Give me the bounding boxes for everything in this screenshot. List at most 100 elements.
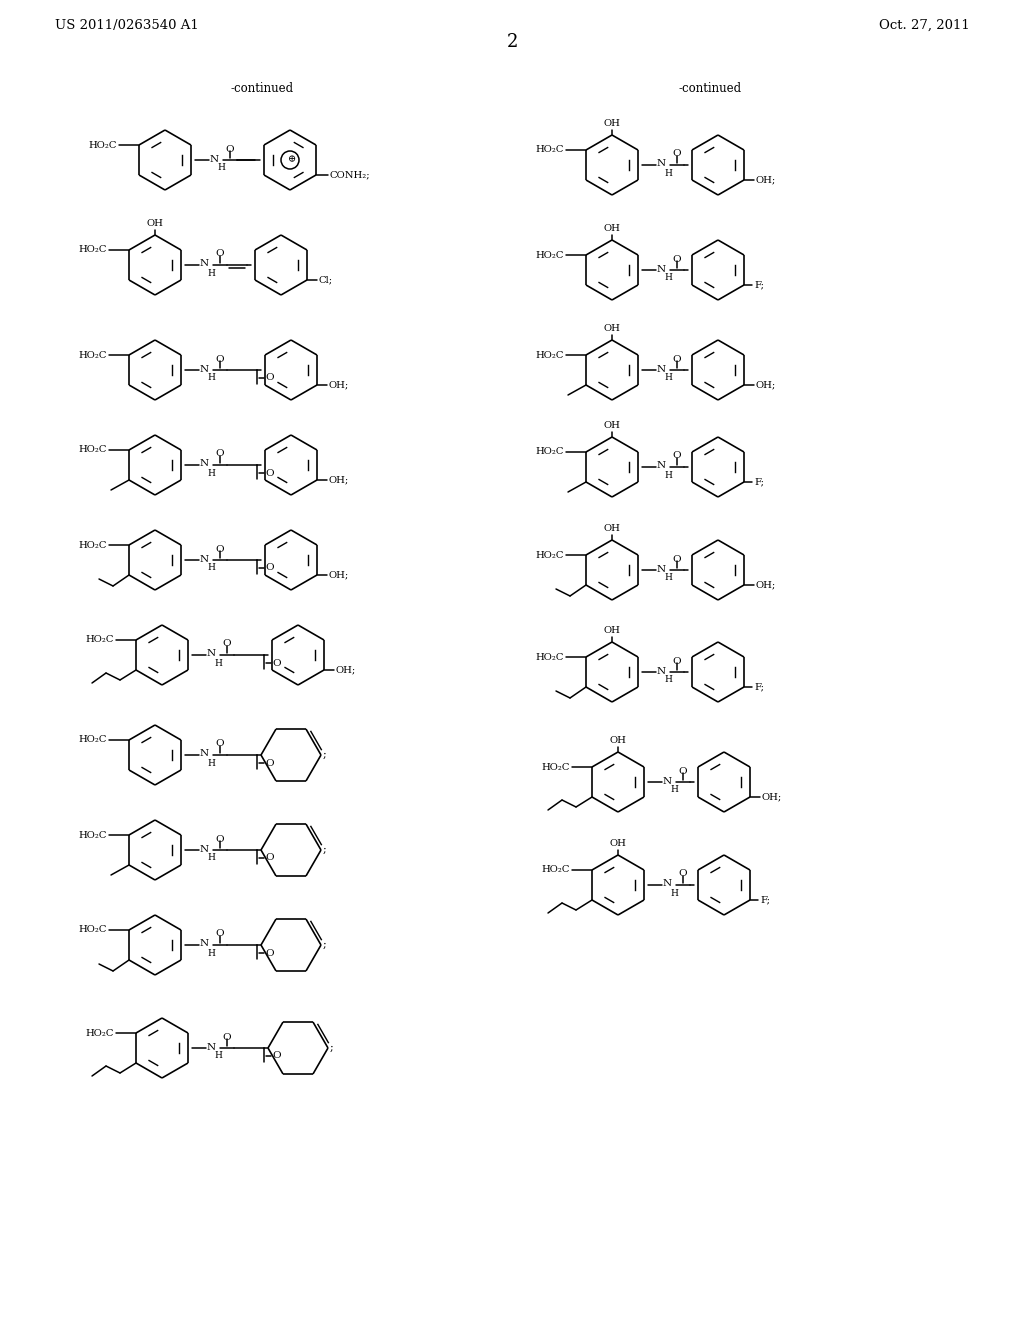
Text: N: N (657, 364, 667, 374)
Text: OH: OH (603, 524, 621, 533)
Text: OH: OH (609, 840, 627, 847)
Text: HO₂C: HO₂C (79, 540, 108, 549)
Text: H: H (670, 888, 678, 898)
Text: OH: OH (603, 626, 621, 635)
Text: F;: F; (754, 682, 764, 692)
Text: N: N (657, 160, 667, 169)
Text: N: N (200, 845, 209, 854)
Text: N: N (200, 940, 209, 949)
Text: OH;: OH; (336, 665, 356, 675)
Text: O: O (265, 469, 273, 478)
Text: HO₂C: HO₂C (86, 1028, 114, 1038)
Text: F;: F; (754, 281, 764, 289)
Text: OH;: OH; (329, 570, 349, 579)
Text: O: O (265, 564, 273, 573)
Text: H: H (207, 759, 215, 767)
Text: H: H (207, 564, 215, 573)
Text: N: N (210, 154, 219, 164)
Text: H: H (664, 169, 672, 177)
Text: O: O (265, 949, 273, 957)
Text: H: H (664, 470, 672, 479)
Text: Oct. 27, 2011: Oct. 27, 2011 (880, 18, 970, 32)
Text: -continued: -continued (230, 82, 294, 95)
Text: H: H (207, 469, 215, 478)
Text: ;: ; (323, 845, 327, 855)
Text: H: H (214, 1052, 222, 1060)
Text: F;: F; (754, 478, 764, 487)
Text: O: O (673, 656, 681, 665)
Text: OH;: OH; (329, 380, 349, 389)
Text: 2: 2 (506, 33, 518, 51)
Text: N: N (657, 264, 667, 273)
Text: H: H (207, 374, 215, 383)
Text: N: N (200, 260, 209, 268)
Text: O: O (265, 854, 273, 862)
Text: N: N (200, 459, 209, 469)
Text: O: O (216, 929, 224, 939)
Text: ;: ; (323, 750, 327, 760)
Text: H: H (217, 164, 225, 173)
Text: CONH₂;: CONH₂; (330, 170, 371, 180)
Text: O: O (225, 144, 234, 153)
Text: H: H (664, 273, 672, 282)
Text: ;: ; (323, 940, 327, 950)
Text: O: O (265, 759, 273, 767)
Text: OH: OH (603, 119, 621, 128)
Text: O: O (216, 249, 224, 259)
Text: OH: OH (609, 737, 627, 744)
Text: US 2011/0263540 A1: US 2011/0263540 A1 (55, 18, 199, 32)
Text: HO₂C: HO₂C (79, 246, 108, 255)
Text: O: O (216, 834, 224, 843)
Text: N: N (200, 364, 209, 374)
Text: HO₂C: HO₂C (536, 251, 564, 260)
Text: O: O (216, 355, 224, 363)
Text: O: O (216, 450, 224, 458)
Text: OH: OH (603, 323, 621, 333)
Text: HO₂C: HO₂C (79, 925, 108, 935)
Text: HO₂C: HO₂C (542, 866, 570, 874)
Text: HO₂C: HO₂C (79, 351, 108, 359)
Text: O: O (216, 544, 224, 553)
Text: N: N (200, 750, 209, 759)
Text: O: O (673, 149, 681, 158)
Text: N: N (663, 879, 672, 888)
Text: N: N (200, 554, 209, 564)
Text: HO₂C: HO₂C (536, 652, 564, 661)
Text: N: N (207, 1043, 216, 1052)
Text: OH: OH (603, 421, 621, 430)
Text: OH;: OH; (756, 581, 776, 590)
Text: HO₂C: HO₂C (536, 550, 564, 560)
Text: H: H (207, 854, 215, 862)
Text: OH: OH (146, 219, 164, 228)
Text: H: H (670, 785, 678, 795)
Text: OH;: OH; (762, 792, 782, 801)
Text: HO₂C: HO₂C (79, 830, 108, 840)
Text: ⊕: ⊕ (288, 156, 296, 165)
Text: O: O (216, 739, 224, 748)
Text: F;: F; (760, 895, 770, 904)
Text: -continued: -continued (679, 82, 741, 95)
Text: ;: ; (330, 1043, 334, 1053)
Text: O: O (679, 870, 687, 879)
Text: Cl;: Cl; (319, 276, 333, 285)
Text: H: H (207, 268, 215, 277)
Text: N: N (657, 667, 667, 676)
Text: HO₂C: HO₂C (536, 145, 564, 154)
Text: HO₂C: HO₂C (536, 447, 564, 457)
Text: O: O (222, 639, 231, 648)
Text: O: O (272, 659, 281, 668)
Text: OH: OH (603, 224, 621, 234)
Text: O: O (673, 355, 681, 363)
Text: H: H (664, 676, 672, 685)
Text: O: O (673, 554, 681, 564)
Text: N: N (657, 462, 667, 470)
Text: N: N (663, 776, 672, 785)
Text: O: O (673, 451, 681, 461)
Text: HO₂C: HO₂C (86, 635, 114, 644)
Text: HO₂C: HO₂C (79, 446, 108, 454)
Text: HO₂C: HO₂C (536, 351, 564, 359)
Text: H: H (207, 949, 215, 957)
Text: N: N (657, 565, 667, 573)
Text: OH;: OH; (329, 475, 349, 484)
Text: H: H (214, 659, 222, 668)
